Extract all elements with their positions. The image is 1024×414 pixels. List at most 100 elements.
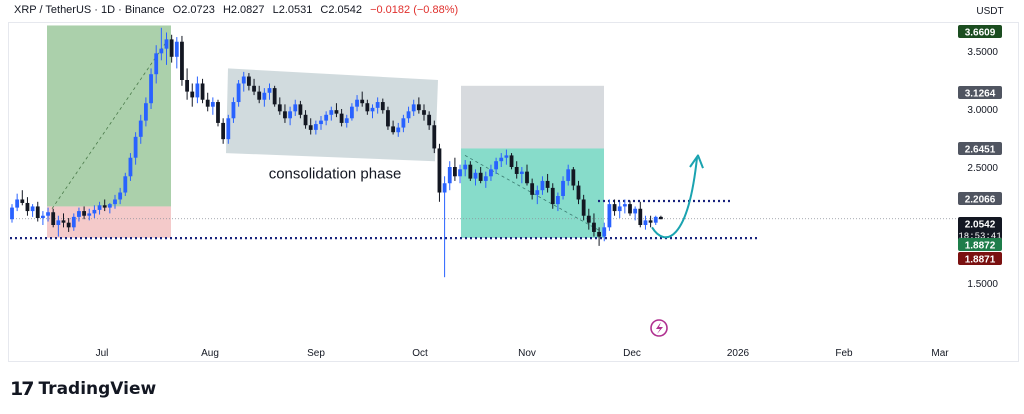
candle-body: [205, 99, 210, 107]
candle: [128, 153, 133, 181]
candle-body: [138, 120, 143, 137]
candle-body: [571, 169, 576, 186]
candle: [298, 100, 303, 119]
low-value: L2.0531: [272, 4, 313, 16]
candle: [545, 173, 550, 193]
symbol-name[interactable]: XRP / TetherUS · 1D · Binance: [14, 4, 165, 16]
candle: [401, 114, 406, 133]
candle-body: [628, 204, 632, 214]
candle: [283, 104, 287, 123]
candle-body: [190, 91, 195, 98]
candle-body: [144, 103, 148, 121]
x-tick-label: Feb: [835, 348, 853, 359]
candle-body: [313, 124, 318, 130]
price-label-text: 3.1264: [965, 89, 996, 100]
candle-body: [339, 113, 344, 123]
candle-body: [200, 83, 205, 100]
candle-body: [61, 220, 66, 223]
candle: [447, 161, 452, 191]
price-label-bg: [958, 142, 1002, 155]
candle-body: [344, 118, 349, 123]
candle-body: [226, 118, 231, 140]
candle: [628, 200, 632, 216]
trend-guide-line: [464, 155, 601, 232]
price-label: 2.2066: [958, 192, 1002, 206]
candle: [46, 207, 50, 222]
candle-body: [638, 208, 643, 225]
chart-frame: [8, 22, 1019, 362]
candle: [422, 104, 426, 121]
tradingview-logo[interactable]: 17 TradingView: [10, 378, 156, 400]
candle-body: [66, 222, 71, 228]
candle-body: [35, 206, 40, 219]
candle-body: [468, 164, 473, 179]
price-chart[interactable]: consolidation phase Jul Aug Sep Oct Nov Dec 20…: [0, 0, 1024, 370]
symbol-header: XRP / TetherUS · 1D · Binance O2.0723 H2…: [14, 4, 463, 16]
candle-body: [535, 190, 540, 195]
candle-body: [659, 216, 663, 220]
candle: [66, 218, 71, 232]
candle: [365, 99, 370, 115]
open-value: O2.0723: [172, 4, 215, 16]
candle-body: [87, 213, 92, 216]
x-tick-label: Oct: [412, 348, 428, 359]
candle-body: [329, 110, 334, 115]
brand-name: TradingView: [38, 379, 157, 399]
price-label-text: 2.6451: [965, 145, 996, 156]
candle: [375, 97, 380, 114]
candle: [272, 85, 277, 107]
candle-body: [92, 209, 97, 214]
candle-body: [602, 227, 607, 237]
candle-body: [288, 111, 292, 119]
candle-body: [298, 104, 303, 115]
candle-body: [540, 180, 545, 191]
candle-body: [15, 199, 20, 208]
candle: [416, 97, 421, 114]
candle: [617, 201, 622, 219]
candle: [138, 114, 143, 144]
candle-body: [612, 204, 617, 212]
candle-body: [180, 41, 184, 80]
price-label-text: 1.8871: [965, 255, 996, 266]
candle: [118, 187, 123, 205]
candle: [468, 161, 473, 181]
candle-body: [159, 48, 164, 54]
candle-body: [458, 169, 462, 177]
candle-body: [633, 208, 638, 214]
candle-body: [483, 176, 488, 181]
candle-body: [617, 206, 622, 212]
candle: [659, 215, 663, 220]
candle: [149, 68, 153, 109]
candle-body: [586, 215, 591, 223]
candle-body: [350, 106, 354, 119]
y-tick-label: 1.5000: [967, 279, 998, 290]
tradingview-logo-icon: 17: [10, 378, 34, 400]
candle: [386, 106, 390, 130]
candle: [437, 143, 442, 202]
candle-body: [550, 187, 555, 205]
candle: [360, 91, 365, 107]
price-label-bg: [958, 25, 1002, 38]
candle-body: [386, 110, 390, 127]
candle: [313, 120, 318, 135]
candle-body: [133, 136, 138, 158]
candle-body: [380, 102, 385, 111]
candle-body: [365, 103, 370, 112]
candle: [257, 85, 262, 104]
candle: [174, 37, 179, 69]
candle: [113, 194, 117, 209]
candle: [396, 122, 401, 137]
candle-body: [556, 196, 560, 205]
candle-body: [77, 211, 81, 217]
x-tick-label: 2026: [727, 348, 750, 359]
candle-body: [82, 211, 86, 216]
candle: [550, 183, 555, 209]
candle-body: [107, 204, 112, 208]
candle-body: [525, 171, 529, 184]
candle-body: [195, 83, 200, 98]
candle-body: [154, 53, 159, 75]
price-label: 1.8872: [958, 238, 1002, 252]
candle-body: [210, 102, 215, 107]
candle-body: [401, 118, 406, 128]
candle-body: [25, 202, 30, 212]
